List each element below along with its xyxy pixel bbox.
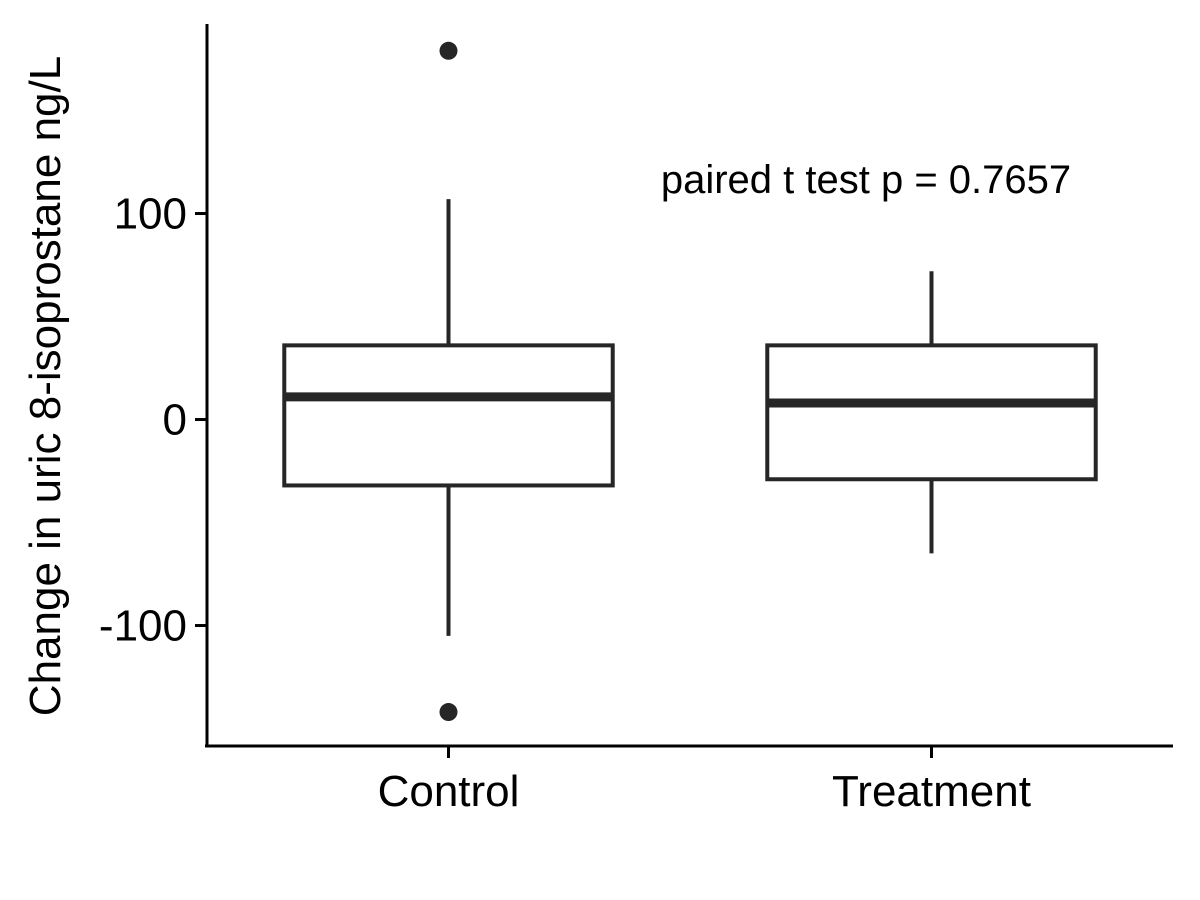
box-control: [282, 41, 615, 722]
box-series: [282, 41, 1098, 722]
y-axis-label: Change in uric 8-isoprostane ng/L: [21, 56, 70, 716]
y-tick-label: -100: [99, 602, 187, 651]
y-ticks: -100 0 100: [99, 190, 207, 651]
x-tick-label: Control: [378, 767, 520, 816]
x-ticks: Control Treatment: [378, 746, 1031, 816]
stat-annotation: paired t test p = 0.7657: [661, 158, 1071, 202]
y-tick-label: 100: [114, 190, 187, 239]
outlier-point: [439, 703, 458, 722]
iqr-box: [282, 343, 615, 488]
y-tick-label: 0: [163, 396, 187, 445]
x-axis: Control Treatment: [205, 744, 1173, 816]
box-treatment: [765, 271, 1098, 554]
iqr-box: [765, 343, 1098, 482]
outlier-point: [439, 41, 458, 60]
x-tick-label: Treatment: [832, 767, 1031, 816]
y-axis: -100 0 100: [99, 24, 209, 747]
